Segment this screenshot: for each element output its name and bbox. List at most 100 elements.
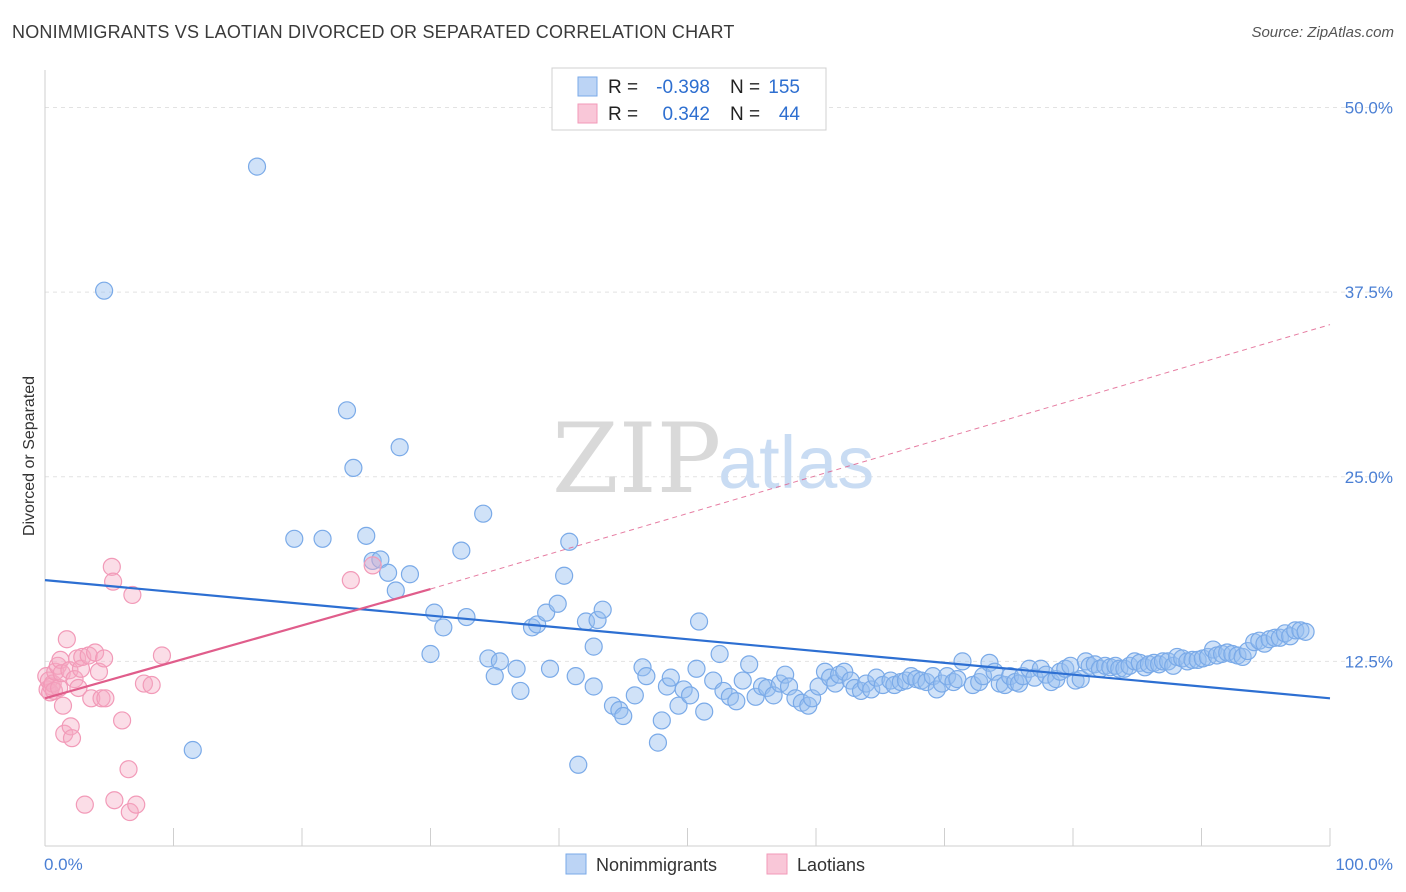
scatter-point (727, 692, 746, 711)
scatter-point (378, 563, 398, 582)
scatter-point (584, 637, 603, 656)
scatter-point (53, 696, 73, 715)
scatter-point (86, 643, 105, 662)
scatter-point (867, 668, 886, 687)
scatter-point (457, 607, 476, 627)
scatter-point (661, 668, 680, 687)
scatter-point (142, 675, 161, 695)
scatter-point (733, 671, 752, 690)
y-tick-label: 50.0% (1345, 99, 1393, 118)
scatter-point (434, 618, 453, 637)
scatter-point (425, 603, 444, 622)
scatter-point (652, 711, 671, 730)
scatter-point (548, 594, 567, 613)
trend-line-laotians (44, 587, 431, 700)
scatter-point (344, 458, 363, 478)
scatter-point (1153, 652, 1173, 671)
scatter-point (452, 541, 471, 560)
scatter-point (474, 504, 493, 523)
scatter-point (633, 658, 652, 677)
scatter-point (62, 729, 82, 748)
scatter-point (390, 438, 409, 457)
scatter-point (1296, 622, 1315, 641)
y-tick-labels: 12.5% 25.0% 37.5% 50.0% (1345, 99, 1393, 672)
scatter-point (830, 665, 849, 684)
scatter-point (95, 281, 114, 300)
legend-swatch-nonimmigrants (577, 76, 598, 97)
legend-swatch-laotians (577, 103, 598, 124)
scatter-point (183, 740, 202, 760)
scatter-point (363, 556, 382, 575)
legend-r-label-2: R = (608, 104, 638, 125)
grid-lines (45, 107, 1390, 662)
scatter-point (92, 689, 111, 708)
scatter-point (588, 610, 607, 630)
scatter-point (687, 659, 706, 678)
scatter-point (625, 686, 644, 705)
scatter-point (95, 649, 114, 668)
x-tick-label-max: 100.0% (1335, 855, 1393, 874)
scatter-point (1265, 628, 1284, 647)
legend-n-label-2: N = (730, 104, 760, 125)
scatter-point (566, 667, 585, 686)
scatter-point (569, 755, 588, 774)
bottom-legend-label-nonimmigrants: Nonimmigrants (596, 855, 717, 875)
scatter-point (862, 680, 881, 699)
bottom-legend-swatch-laotians (766, 853, 788, 875)
scatter-point (134, 674, 154, 693)
scatter-point (648, 733, 668, 752)
y-tick-label: 25.0% (1345, 468, 1393, 487)
scatter-point (485, 667, 504, 686)
scatter-point (341, 571, 360, 590)
scatter-point (112, 711, 132, 730)
scatter-point (555, 566, 574, 585)
scatter-point (835, 662, 854, 681)
scatter-point (593, 600, 612, 619)
scatter-point (363, 551, 382, 571)
scatter-point (1025, 668, 1044, 687)
series-legend: Nonimmigrants Laotians (565, 853, 865, 875)
scatter-point (689, 612, 709, 631)
scatter-point (152, 646, 172, 665)
scatter-point (337, 401, 357, 420)
scatter-point (927, 680, 946, 699)
scatter-point (1013, 667, 1032, 686)
scatter-point (75, 795, 94, 814)
scatter-point (57, 630, 76, 649)
scatter-point (779, 677, 799, 696)
scatter-point (695, 702, 714, 721)
scatter-point (637, 667, 656, 686)
watermark-zip: ZIP (552, 403, 721, 515)
legend-n-label-1: N = (730, 77, 760, 98)
scatter-point (82, 689, 101, 708)
scatter-point (560, 532, 579, 551)
y-axis-label: Divorced or Separated (21, 376, 38, 536)
watermark-atlas: atlas (718, 421, 874, 504)
scatter-point (614, 706, 633, 726)
scatter-point (1233, 647, 1252, 667)
scatter-point (522, 618, 542, 637)
scatter-point (669, 696, 688, 715)
scatter-point (953, 652, 972, 671)
scatter-point (65, 670, 84, 689)
scatter-point (740, 655, 759, 674)
scatter-point (540, 659, 560, 678)
trend-lines (44, 324, 1331, 700)
scatter-point (105, 791, 124, 810)
scatter-point (507, 659, 526, 678)
scatter-point (119, 760, 138, 779)
legend-r-value-2: 0.342 (662, 104, 710, 125)
scatter-point (479, 649, 498, 668)
scatter-point (584, 677, 603, 696)
scatter-point (776, 665, 795, 684)
chart-title: NONIMMIGRANTS VS LAOTIAN DIVORCED OR SEP… (12, 22, 735, 42)
bottom-legend-swatch-nonimmigrants (565, 853, 587, 875)
scatter-point (400, 565, 420, 584)
scatter-point (1110, 659, 1129, 678)
scatter-point (96, 689, 115, 708)
scatter-point (1238, 641, 1257, 661)
scatter-point (127, 795, 146, 814)
trend-line-nonimmigrants (44, 579, 1331, 700)
scatter-point (102, 557, 121, 576)
